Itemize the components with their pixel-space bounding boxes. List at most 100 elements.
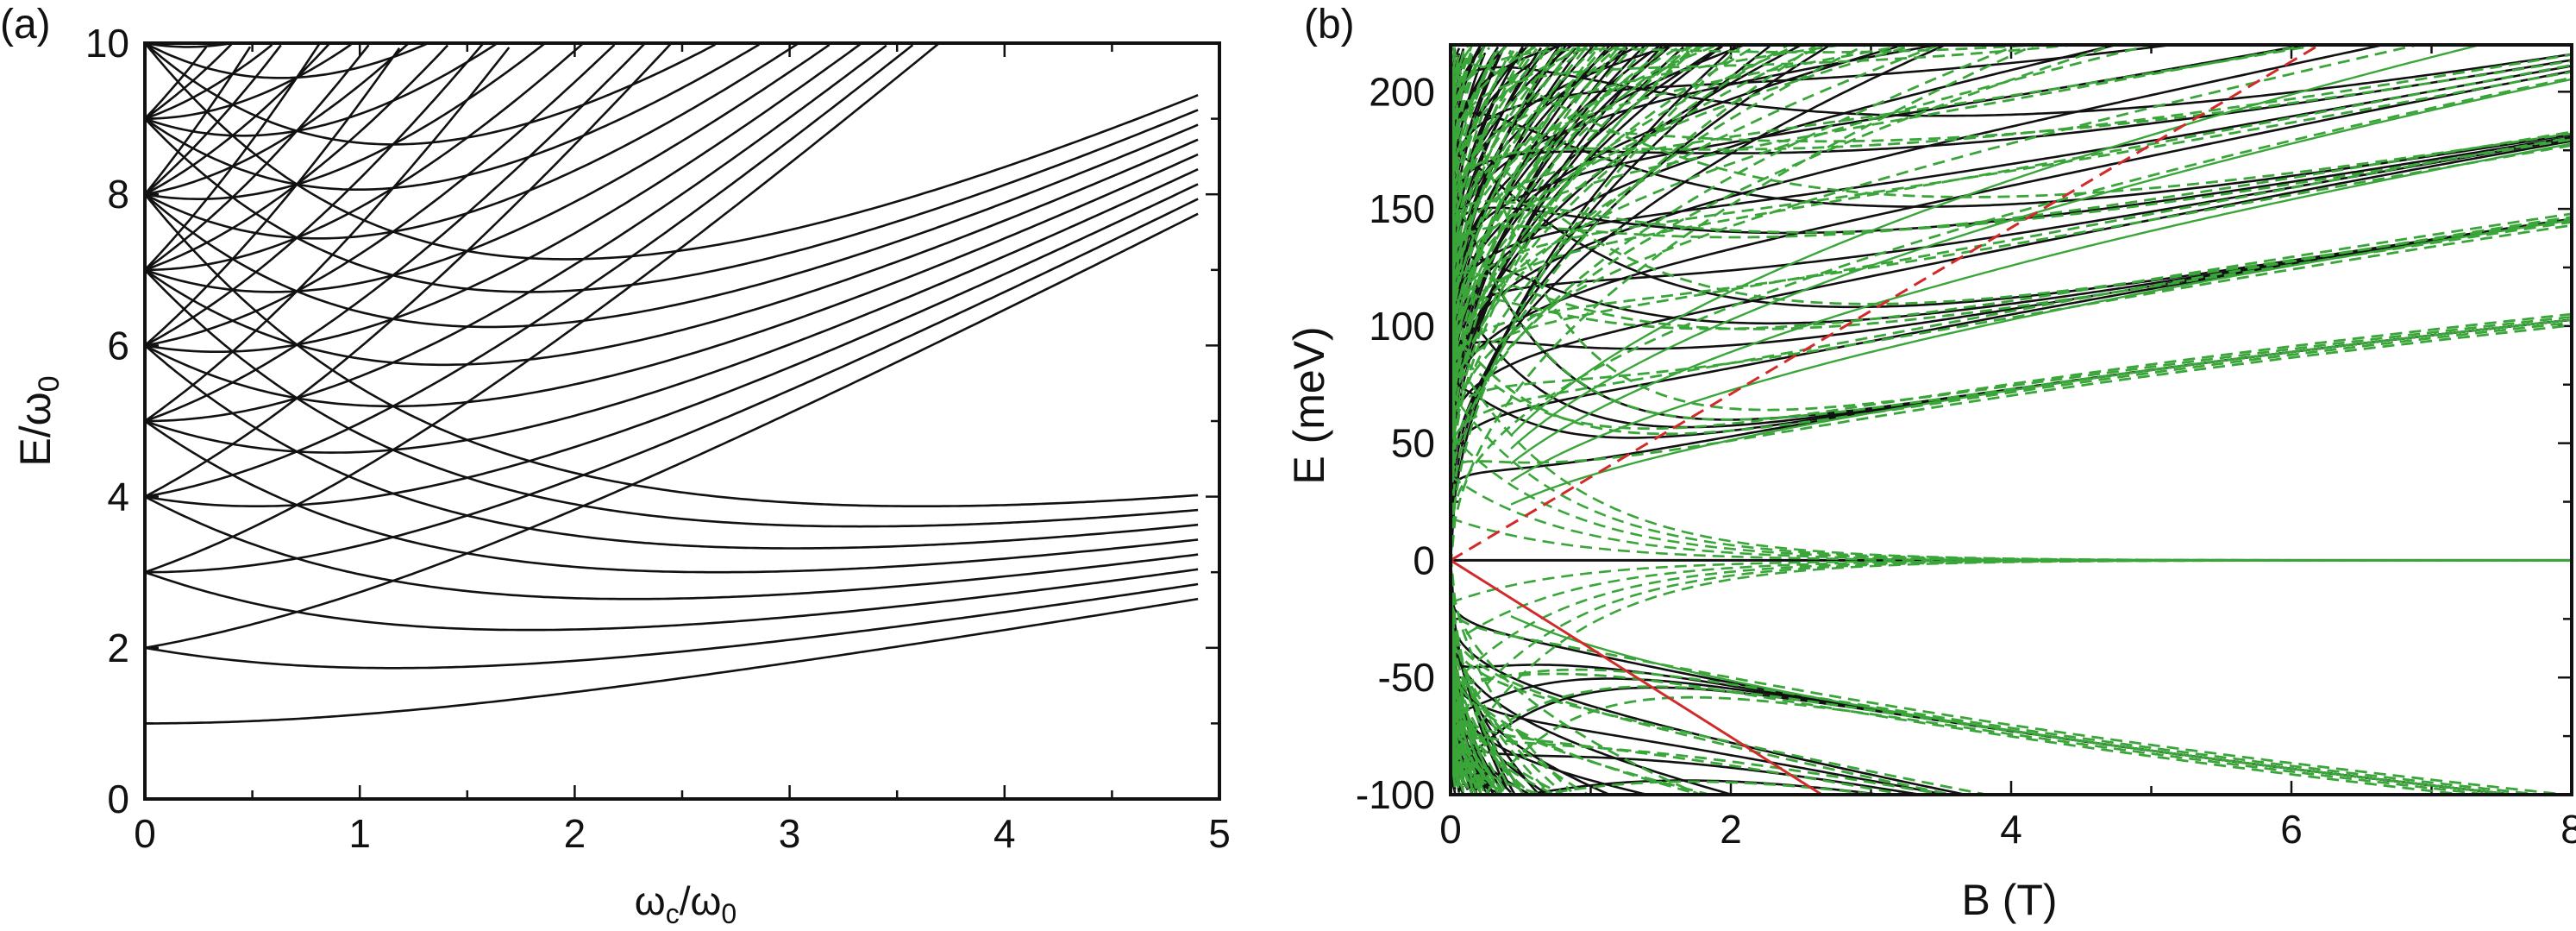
exact-level-line — [1449, 318, 2573, 495]
x-tick-label: 3 — [779, 811, 801, 856]
approx-level-line — [1449, 51, 1470, 145]
level-line — [144, 42, 717, 146]
x-label-omega: ω — [635, 878, 666, 923]
panel-b-plot-frame — [1449, 43, 2573, 796]
level-line — [144, 44, 914, 498]
approx-level-line — [1449, 216, 2573, 456]
panel-b-x-axis-label: B (T) — [1961, 876, 2057, 924]
y-tick-label: 150 — [1369, 186, 1435, 231]
approx-level-line — [1449, 321, 2573, 436]
y-tick-label: 200 — [1369, 69, 1435, 114]
approx-level-line — [1449, 136, 2573, 402]
x-tick-label: 8 — [2560, 807, 2576, 852]
approx-level-line — [1449, 43, 1628, 396]
approx-level-line — [1449, 47, 1517, 260]
landau-level-line — [1510, 318, 2573, 506]
level-line — [144, 582, 1199, 670]
y-tick-label: 0 — [1413, 538, 1435, 582]
approx-level-line — [1449, 43, 2115, 488]
level-line — [144, 43, 484, 347]
panel-b-y-axis-label: E (meV) — [1285, 326, 1333, 484]
level-line — [144, 153, 1199, 408]
level-line — [144, 495, 1199, 601]
approx-level-line — [1449, 601, 1526, 794]
approx-level-line — [1449, 44, 1693, 445]
level-line — [145, 43, 352, 120]
level-line — [144, 268, 1199, 528]
level-line — [144, 138, 1199, 367]
exact-level-line — [1449, 44, 1645, 446]
x-tick-label: 6 — [2280, 807, 2303, 852]
exact-level-line — [1449, 595, 2521, 796]
zero-region-approx-line — [1449, 559, 2572, 730]
level-line — [144, 41, 431, 79]
y-tick-label: 8 — [107, 172, 129, 217]
level-line — [144, 183, 1199, 507]
x-tick-label: 0 — [1439, 807, 1462, 852]
approx-level-line — [1449, 138, 2573, 239]
panel-a-series — [143, 41, 1199, 725]
exact-level-line — [1449, 111, 2573, 208]
level-line — [144, 568, 1199, 632]
landau-level-line-negative — [1510, 615, 2521, 796]
zero-region-approx-line — [1450, 475, 2572, 562]
approx-level-line — [1449, 666, 2469, 796]
approx-level-line — [1449, 223, 2573, 429]
level-line — [144, 109, 1199, 293]
landau-level-line — [1510, 218, 2573, 482]
exact-level-line — [1449, 70, 2573, 416]
approx-level-line — [1449, 626, 1990, 796]
approx-level-line — [1449, 324, 2573, 478]
exact-level-line — [1449, 43, 1526, 303]
exact-level-line — [1449, 65, 2573, 324]
level-line — [144, 44, 282, 196]
level-line — [144, 43, 830, 293]
y-tick-label: 0 — [107, 777, 129, 821]
y-tick-label: -100 — [1356, 772, 1435, 817]
level-line — [144, 44, 370, 271]
panel-a-ticks — [143, 41, 1221, 801]
exact-level-line — [1449, 42, 2120, 368]
approx-level-line — [1449, 617, 1482, 794]
exact-level-line — [1449, 45, 1736, 561]
exact-level-line — [1449, 140, 2573, 439]
landau-level-line — [1510, 142, 2573, 465]
level-line — [144, 42, 545, 200]
approx-level-line — [1449, 44, 1671, 384]
level-line — [145, 597, 1199, 725]
approx-level-line — [1449, 616, 1956, 797]
approx-level-line — [1449, 43, 1697, 502]
zero-region-approx-line — [1450, 559, 2572, 646]
x-tick-label: 1 — [348, 811, 371, 856]
approx-level-line — [1449, 627, 1478, 790]
exact-level-line — [1450, 297, 2573, 429]
approx-level-line — [1449, 666, 1465, 779]
approx-level-line — [1449, 44, 2034, 567]
y-label-E-omega: E/ω — [11, 392, 60, 466]
approx-level-line — [1449, 43, 1818, 534]
approx-level-line — [1449, 43, 1590, 390]
approx-level-line — [1449, 44, 1865, 477]
panel-label-b: (b) — [1304, 2, 1355, 47]
approx-level-line — [1449, 43, 1551, 345]
level-line — [143, 42, 1199, 261]
level-line — [144, 42, 410, 196]
approx-level-line — [1449, 43, 1827, 412]
approx-level-line — [1449, 668, 2547, 797]
level-line — [144, 41, 799, 240]
approx-level-line — [1449, 44, 1788, 456]
approx-level-line — [1449, 42, 1620, 319]
panel-a-y-axis-label: E/ω0 — [11, 375, 66, 466]
panel-a-tick-labels: 0 1 2 3 4 5 0 2 4 6 8 10 — [85, 21, 1231, 856]
approx-level-line — [1449, 76, 2573, 534]
approx-level-line — [1449, 42, 1913, 260]
level-line — [144, 123, 1199, 329]
approx-level-line — [1449, 676, 1555, 796]
approx-level-line — [1449, 728, 1516, 796]
approx-level-line — [1449, 45, 1581, 249]
approx-level-line — [1449, 554, 1572, 793]
panel-b-series — [1449, 42, 2573, 797]
zero-region-approx-line — [1449, 391, 2572, 562]
